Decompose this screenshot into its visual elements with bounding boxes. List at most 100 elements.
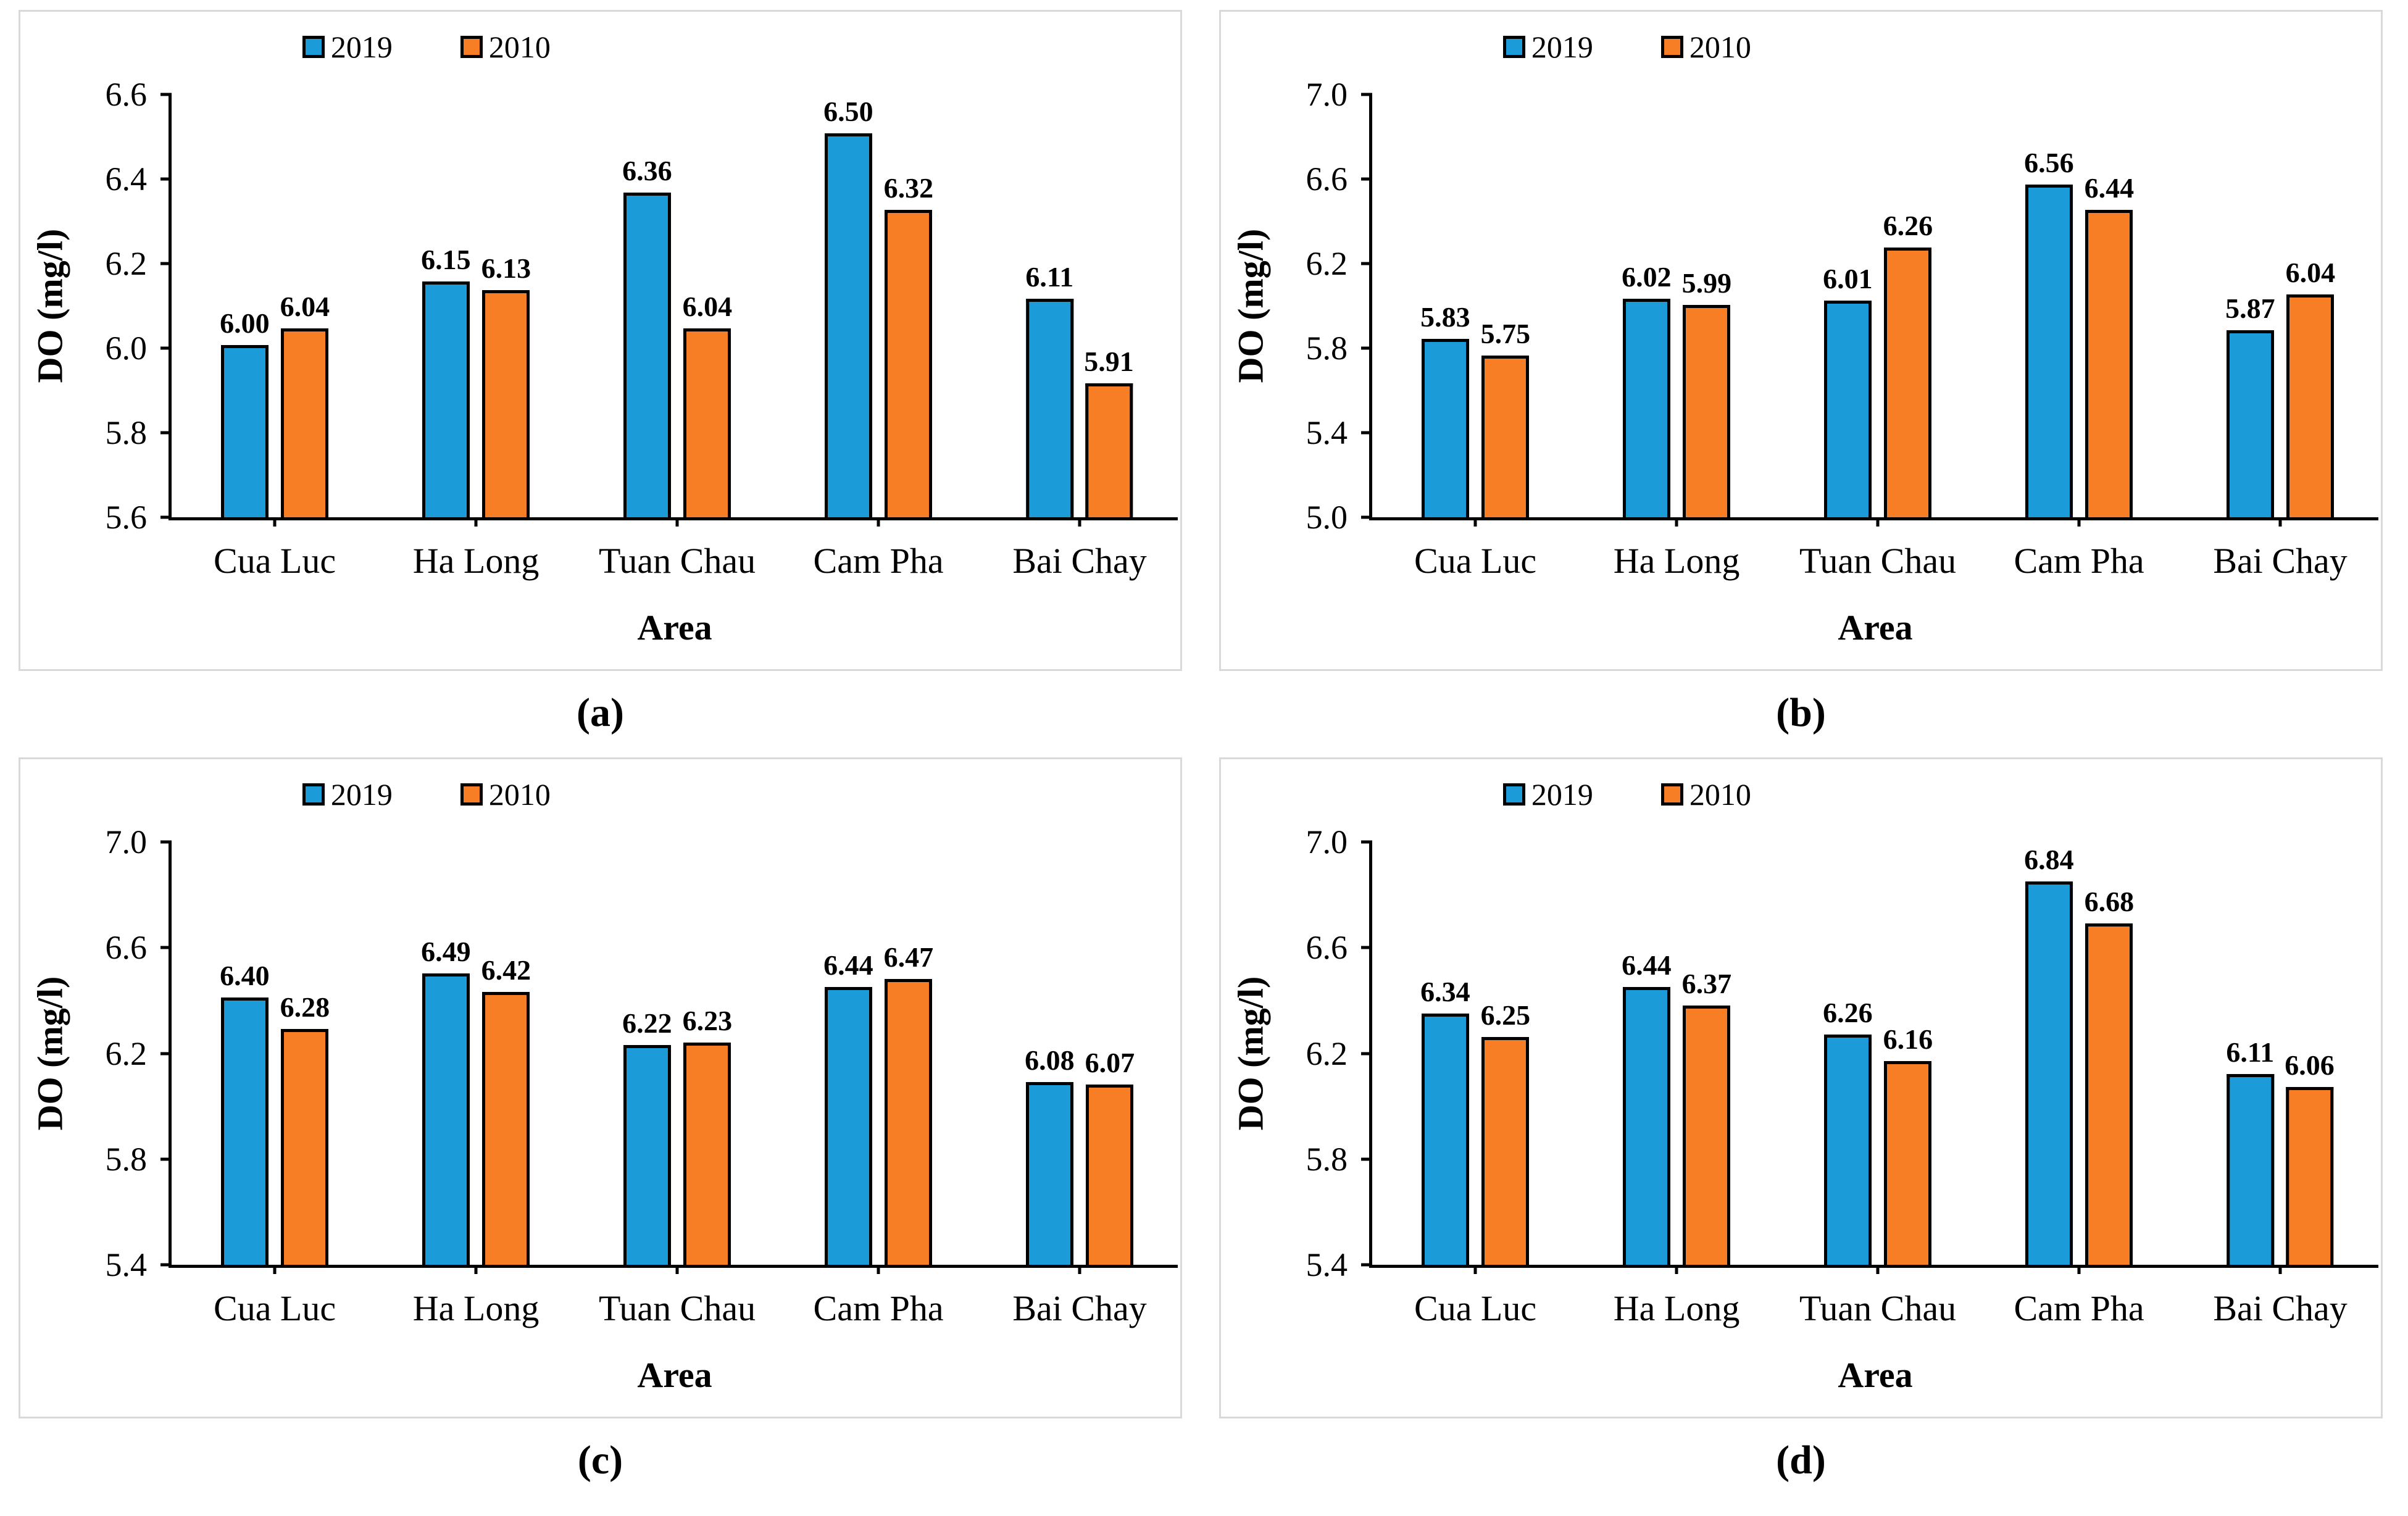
x-tick-label: Tuan Chau	[1799, 541, 1957, 581]
panel-caption: (a)	[577, 690, 624, 735]
x-tick-label: Bai Chay	[2213, 1288, 2348, 1328]
x-tick-mark	[1876, 517, 1880, 527]
bar-value-label: 6.00	[220, 307, 270, 339]
bar-value-label: 6.13	[481, 252, 531, 284]
figure-cell: DO (mg/l) 2019 2010 7.0 6.6 6.2 5.8 5.4 Cua L…	[1219, 757, 2383, 1505]
bar-group: 6.44 6.37	[1622, 951, 1731, 1265]
bar-2019	[1622, 987, 1670, 1265]
bar-value-label: 6.37	[1681, 968, 1732, 999]
bar-group: 6.50 6.32	[823, 98, 933, 517]
x-tick-label: Cam Pha	[2014, 1288, 2144, 1328]
bar-value-label: 6.44	[823, 949, 873, 981]
bar-2010	[281, 328, 329, 517]
legend-label: 2019	[1531, 777, 1593, 812]
bar-2010	[281, 1029, 329, 1265]
y-tick-label: 6.2	[1306, 245, 1348, 282]
bar-value-label: 6.50	[823, 96, 873, 127]
bar-with-label: 6.47	[884, 943, 933, 1265]
x-tick-label: Ha Long	[1613, 541, 1740, 581]
x-axis-title: Area	[637, 607, 712, 648]
bar-2019	[1823, 1035, 1872, 1265]
bar-with-label: 6.06	[2285, 1051, 2335, 1265]
bar-with-label: 6.37	[1681, 968, 1732, 1265]
bar-value-label: 6.11	[2226, 1036, 2275, 1068]
bar-value-label: 6.15	[421, 244, 471, 275]
legend-label: 2019	[330, 777, 393, 812]
bar-2010	[683, 328, 731, 517]
legend-label: 2019	[1531, 30, 1593, 64]
legend-swatch-icon	[460, 36, 483, 58]
x-tick-label: Tuan Chau	[599, 1288, 756, 1328]
bar-2010	[1481, 1037, 1530, 1265]
legend-item-2019: 2019	[1502, 30, 1593, 64]
y-tick-label: 5.4	[105, 1246, 148, 1283]
x-tick-mark	[1473, 1265, 1477, 1274]
chart-legend: 2019 2010	[1502, 30, 1751, 64]
y-tick-label: 7.0	[1306, 823, 1348, 860]
x-tick-mark	[1675, 517, 1678, 527]
y-tick-mark	[1361, 262, 1372, 265]
x-tick-mark	[877, 1265, 880, 1274]
plot-area: 2019 2010 6.6 6.4 6.2 6.0 5.8 5.6 Cua Luc Ha Lo…	[106, 31, 1178, 646]
bar-with-label: 6.08	[1025, 1046, 1075, 1265]
bar-value-label: 6.16	[1883, 1023, 1933, 1055]
x-tick-mark	[1078, 517, 1081, 527]
x-tick-mark	[675, 517, 679, 527]
bar-with-label: 6.11	[1025, 263, 1073, 517]
bar-group: 6.44 6.47	[823, 943, 933, 1265]
x-tick-label: Cua Luc	[214, 541, 336, 581]
bar-value-label: 5.99	[1681, 267, 1732, 299]
y-tick-mark	[1361, 177, 1372, 181]
bar-with-label: 5.91	[1084, 348, 1134, 517]
panel-caption: (b)	[1776, 690, 1826, 735]
y-tick-label: 6.0	[105, 330, 148, 367]
bar-2019	[623, 1045, 671, 1265]
bar-value-label: 5.83	[1420, 301, 1470, 333]
bar-with-label: 6.56	[2024, 149, 2074, 517]
x-tick-label: Cam Pha	[813, 541, 944, 581]
bar-with-label: 6.26	[1823, 999, 1873, 1265]
y-tick-label: 6.2	[105, 1035, 148, 1072]
bar-2010	[1884, 1061, 1932, 1265]
bar-group: 6.36 6.04	[622, 157, 732, 517]
bar-value-label: 6.23	[682, 1005, 733, 1036]
bar-group: 6.26 6.16	[1823, 999, 1933, 1265]
legend-item-2019: 2019	[1502, 777, 1593, 812]
bar-with-label: 5.99	[1681, 267, 1732, 517]
x-axis-title: Area	[1838, 607, 1913, 648]
bar-value-label: 6.40	[220, 960, 270, 991]
y-axis-title-box: DO (mg/l)	[1226, 94, 1275, 517]
x-tick-mark	[2077, 1265, 2081, 1274]
y-tick-mark	[160, 431, 172, 435]
y-tick-label: 6.6	[105, 929, 148, 967]
bar-2019	[422, 281, 470, 517]
x-tick-mark	[877, 517, 880, 527]
bar-group: 6.02 5.99	[1622, 263, 1731, 517]
y-tick-label: 5.6	[105, 499, 148, 536]
bar-with-label: 6.15	[421, 246, 471, 517]
bar-value-label: 6.84	[2024, 844, 2074, 875]
bar-with-label: 6.00	[220, 309, 270, 517]
y-tick-label: 5.4	[1306, 1246, 1348, 1283]
bar-with-label: 6.68	[2085, 888, 2134, 1265]
bar-with-label: 6.07	[1085, 1049, 1135, 1265]
legend-swatch-icon	[302, 36, 325, 58]
x-tick-label: Ha Long	[412, 541, 540, 581]
x-tick-mark	[273, 517, 277, 527]
bar-value-label: 5.91	[1084, 346, 1134, 377]
bar-value-label: 6.44	[1622, 949, 1672, 981]
bar-with-label: 6.01	[1823, 265, 1873, 517]
legend-label: 2010	[1689, 777, 1751, 812]
bar-value-label: 6.56	[2024, 147, 2074, 178]
legend-label: 2010	[488, 30, 551, 64]
y-tick-label: 5.8	[105, 1140, 148, 1178]
bar-value-label: 6.49	[421, 936, 471, 967]
y-tick-mark	[160, 1263, 172, 1267]
legend-swatch-icon	[1660, 783, 1683, 806]
x-tick-label: Cua Luc	[1414, 541, 1537, 581]
bar-with-label: 6.49	[421, 938, 471, 1265]
legend-item-2019: 2019	[302, 779, 393, 810]
bar-2019	[824, 987, 872, 1265]
bar-with-label: 6.04	[280, 293, 330, 517]
bar-group: 6.15 6.13	[421, 246, 531, 517]
